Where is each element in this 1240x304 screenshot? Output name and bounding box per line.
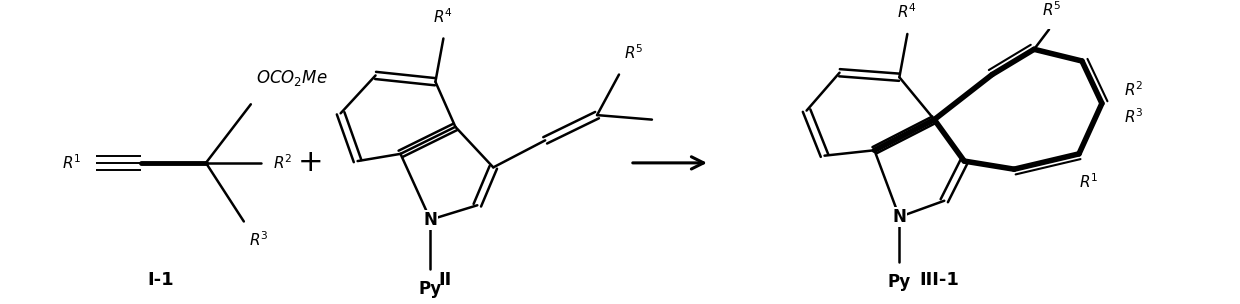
Text: $R^2$: $R^2$ <box>1123 81 1143 99</box>
Text: $R^1$: $R^1$ <box>62 154 81 172</box>
Text: N: N <box>424 211 438 229</box>
Text: Py: Py <box>888 273 911 291</box>
Text: $OCO_2Me$: $OCO_2Me$ <box>255 68 327 88</box>
Text: N: N <box>893 208 906 226</box>
Text: $R^2$: $R^2$ <box>273 154 293 172</box>
Text: $R^5$: $R^5$ <box>624 43 644 62</box>
Text: $R^4$: $R^4$ <box>434 7 454 26</box>
Text: $R^3$: $R^3$ <box>1123 108 1143 126</box>
Text: III-1: III-1 <box>919 271 960 289</box>
Text: $R^4$: $R^4$ <box>898 3 918 21</box>
Text: II: II <box>439 271 453 289</box>
Text: Py: Py <box>419 280 441 298</box>
Text: $R^1$: $R^1$ <box>1079 172 1099 191</box>
Text: N: N <box>893 208 906 226</box>
Text: +: + <box>298 148 324 177</box>
Text: $R^3$: $R^3$ <box>249 230 268 249</box>
Text: $R^5$: $R^5$ <box>1043 0 1061 19</box>
Text: I-1: I-1 <box>148 271 175 289</box>
